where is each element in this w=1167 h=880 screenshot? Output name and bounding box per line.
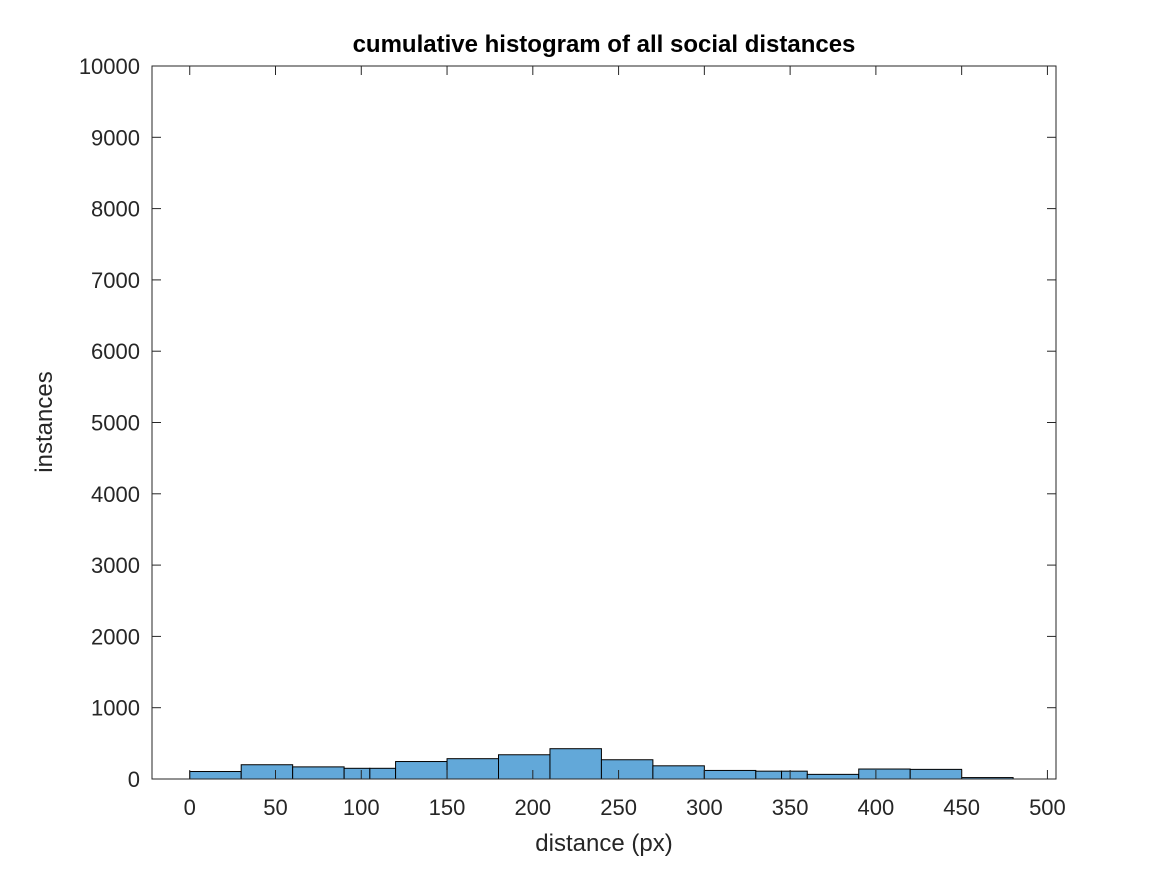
x-tick-label: 350 bbox=[772, 795, 809, 820]
histogram-bar bbox=[395, 761, 448, 780]
x-tick-label: 450 bbox=[943, 795, 980, 820]
y-tick-label: 7000 bbox=[91, 268, 140, 293]
histogram-bar bbox=[498, 754, 551, 780]
histogram-bar bbox=[781, 770, 808, 780]
y-tick-label: 10000 bbox=[79, 54, 140, 79]
y-tick-label: 6000 bbox=[91, 339, 140, 364]
y-tick-label: 4000 bbox=[91, 482, 140, 507]
histogram-bar bbox=[806, 773, 860, 780]
histogram-bar bbox=[549, 748, 602, 780]
histogram-bar bbox=[600, 759, 654, 780]
histogram-bar bbox=[189, 771, 242, 780]
y-tick-label: 0 bbox=[128, 767, 140, 792]
x-tick-label: 0 bbox=[184, 795, 196, 820]
histogram-bar bbox=[343, 767, 371, 780]
x-tick-label: 150 bbox=[429, 795, 466, 820]
histogram-bar bbox=[240, 764, 294, 780]
y-tick-label: 1000 bbox=[91, 696, 140, 721]
x-tick-label: 50 bbox=[263, 795, 287, 820]
histogram-bar bbox=[909, 768, 963, 780]
histogram-bar bbox=[858, 768, 911, 780]
x-axis-label: distance (px) bbox=[535, 830, 672, 857]
histogram-bar bbox=[652, 765, 705, 780]
histogram-bar bbox=[369, 767, 397, 780]
chart-title: cumulative histogram of all social dista… bbox=[353, 31, 856, 58]
axes-frame bbox=[151, 65, 1057, 780]
histogram-bar bbox=[292, 766, 345, 780]
histogram-bar bbox=[703, 769, 757, 780]
y-tick-label: 3000 bbox=[91, 553, 140, 578]
x-tick-label: 500 bbox=[1029, 795, 1066, 820]
x-tick-label: 100 bbox=[343, 795, 380, 820]
x-tick-label: 200 bbox=[514, 795, 551, 820]
y-axis-label: instances bbox=[31, 371, 58, 472]
y-tick-label: 9000 bbox=[91, 125, 140, 150]
x-tick-label: 250 bbox=[600, 795, 637, 820]
y-tick-label: 2000 bbox=[91, 624, 140, 649]
histogram-bar bbox=[446, 758, 500, 780]
x-tick-label: 400 bbox=[858, 795, 895, 820]
x-axis: 0 50 100 150 200 250 300 350 400 450 500 bbox=[184, 66, 1066, 820]
y-tick-label: 8000 bbox=[91, 197, 140, 222]
bars-group bbox=[189, 748, 1014, 780]
histogram-bar bbox=[755, 770, 783, 780]
y-tick-label: 5000 bbox=[91, 411, 140, 436]
x-tick-label: 300 bbox=[686, 795, 723, 820]
y-axis: 0 1000 2000 3000 4000 5000 6000 7000 8000 9000 100… bbox=[79, 54, 1056, 792]
